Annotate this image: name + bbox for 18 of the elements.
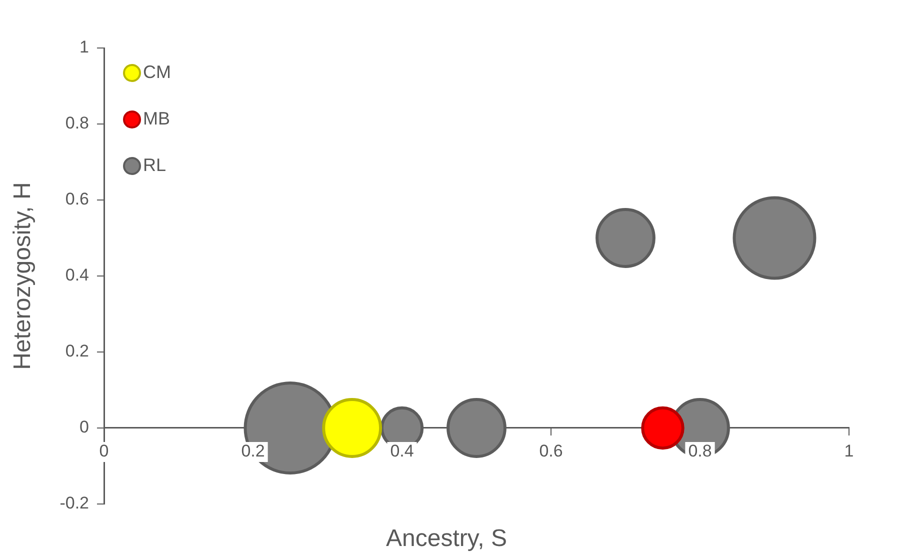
x-axis-title: Ancestry, S xyxy=(386,525,507,552)
y-tick-label: 0.4 xyxy=(65,266,89,285)
x-tick-label: 0.6 xyxy=(539,442,563,461)
y-tick-label: 1 xyxy=(80,38,89,57)
y-tick-label: -0.2 xyxy=(60,494,89,513)
x-tick-label: 0.4 xyxy=(390,442,414,461)
legend-label: RL xyxy=(143,154,166,175)
x-tick-label: 0.8 xyxy=(688,442,712,461)
x-tick-label: 0.2 xyxy=(241,442,265,461)
x-tick-label: 0 xyxy=(99,442,109,461)
y-axis-title: Heterozygosity, H xyxy=(9,182,36,370)
x-tick-label: 1 xyxy=(844,442,854,461)
y-tick-label: 0.8 xyxy=(65,114,89,133)
y-tick-label: 0 xyxy=(80,418,89,437)
y-tick-label: 0.2 xyxy=(65,342,89,361)
legend-label: CM xyxy=(143,62,171,82)
legend-label: MB xyxy=(143,108,170,128)
y-tick-label: 0.6 xyxy=(65,190,89,209)
